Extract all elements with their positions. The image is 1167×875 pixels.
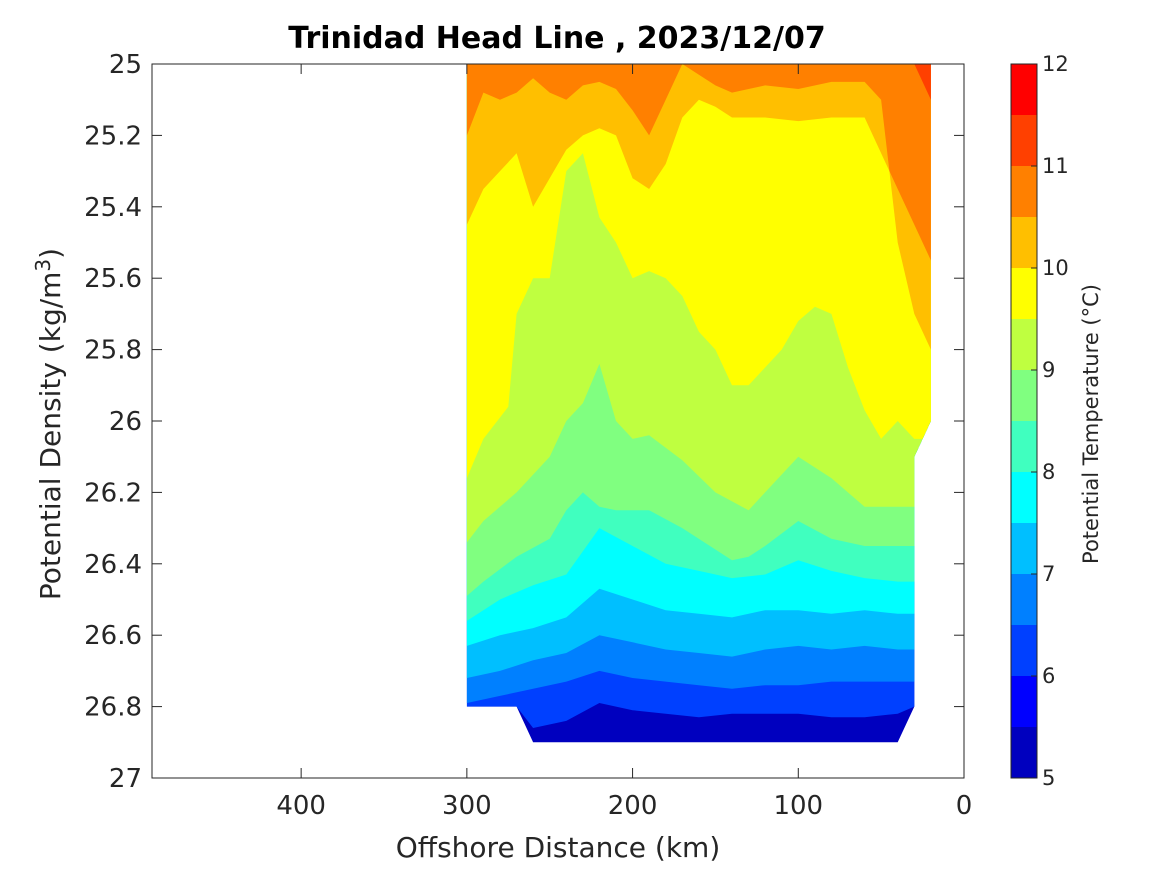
y-tick-label: 26.8 [84,693,142,723]
colorbar-tick-label: 6 [1042,664,1055,688]
y-tick-label: 27 [109,764,142,794]
contour-band-10 [466,64,931,350]
y-tick-label: 25.6 [84,264,142,294]
colorbar-tick-label: 11 [1042,154,1069,178]
colorbar-tick-label: 5 [1042,766,1055,790]
colorbar-band [1011,115,1037,166]
colorbar-band [1011,523,1037,574]
colorbar-band [1011,421,1037,472]
y-tick-label: 25 [109,50,142,80]
colorbar-tick-label: 12 [1042,52,1069,76]
x-axis-title: Offshore Distance (km) [396,831,721,864]
colorbar-band [1011,625,1037,676]
x-tick-label: 0 [956,791,973,821]
contour-bands [466,64,931,743]
colorbar-tick-label: 8 [1042,460,1055,484]
colorbar-band [1011,676,1037,727]
colorbar-title: Potential Temperature (°C) [1079,284,1103,564]
colorbar: 5 6 7 8 9 10 11 12 [1010,52,1069,790]
colorbar-band [1011,319,1037,370]
y-tick-label: 25.4 [84,193,142,223]
plot-area: 400 300 200 100 0 25 25.2 25.4 25.6 25.8 26 26.2 26… [84,50,972,821]
y-tick-label: 26.4 [84,550,142,580]
colorbar-band [1011,268,1037,319]
colorbar-band [1011,217,1037,268]
y-axis-title-suffix: ) [34,248,67,259]
colorbar-band [1011,64,1037,115]
contour-fill [466,64,931,743]
y-tick-label: 25.8 [84,336,142,366]
colorbar-tick-label: 10 [1042,256,1069,280]
colorbar-band [1011,370,1037,421]
y-axis-title-main: Potential Density (kg/m [34,272,67,601]
x-tick-label: 100 [773,791,823,821]
colorbar-band [1011,472,1037,523]
y-axis-title-superscript: 3 [31,259,55,272]
y-tick-label: 26.2 [84,478,142,508]
colorbar-tick-label: 9 [1042,358,1055,382]
x-axis: 400 300 200 100 0 [276,64,972,821]
colorbar-tick-label: 7 [1042,562,1055,586]
x-tick-label: 300 [442,791,492,821]
y-axis-title: Potential Density (kg/m3) [31,248,67,600]
colorbar-band [1011,574,1037,625]
contour-band-9.5 [466,64,931,479]
colorbar-border [1010,63,1038,779]
y-tick-label: 26.6 [84,621,142,651]
contour-band-10.5 [466,64,931,261]
x-tick-label: 200 [608,791,658,821]
x-tick-label: 400 [276,791,326,821]
chart-title: Trinidad Head Line , 2023/12/07 [288,21,825,56]
colorbar-band [1011,166,1037,217]
y-tick-label: 26 [109,407,142,437]
y-tick-label: 25.2 [84,121,142,151]
colorbar-band [1011,727,1037,778]
y-axis: 25 25.2 25.4 25.6 25.8 26 26.2 26.4 26.6 26.8 27 [84,50,964,794]
